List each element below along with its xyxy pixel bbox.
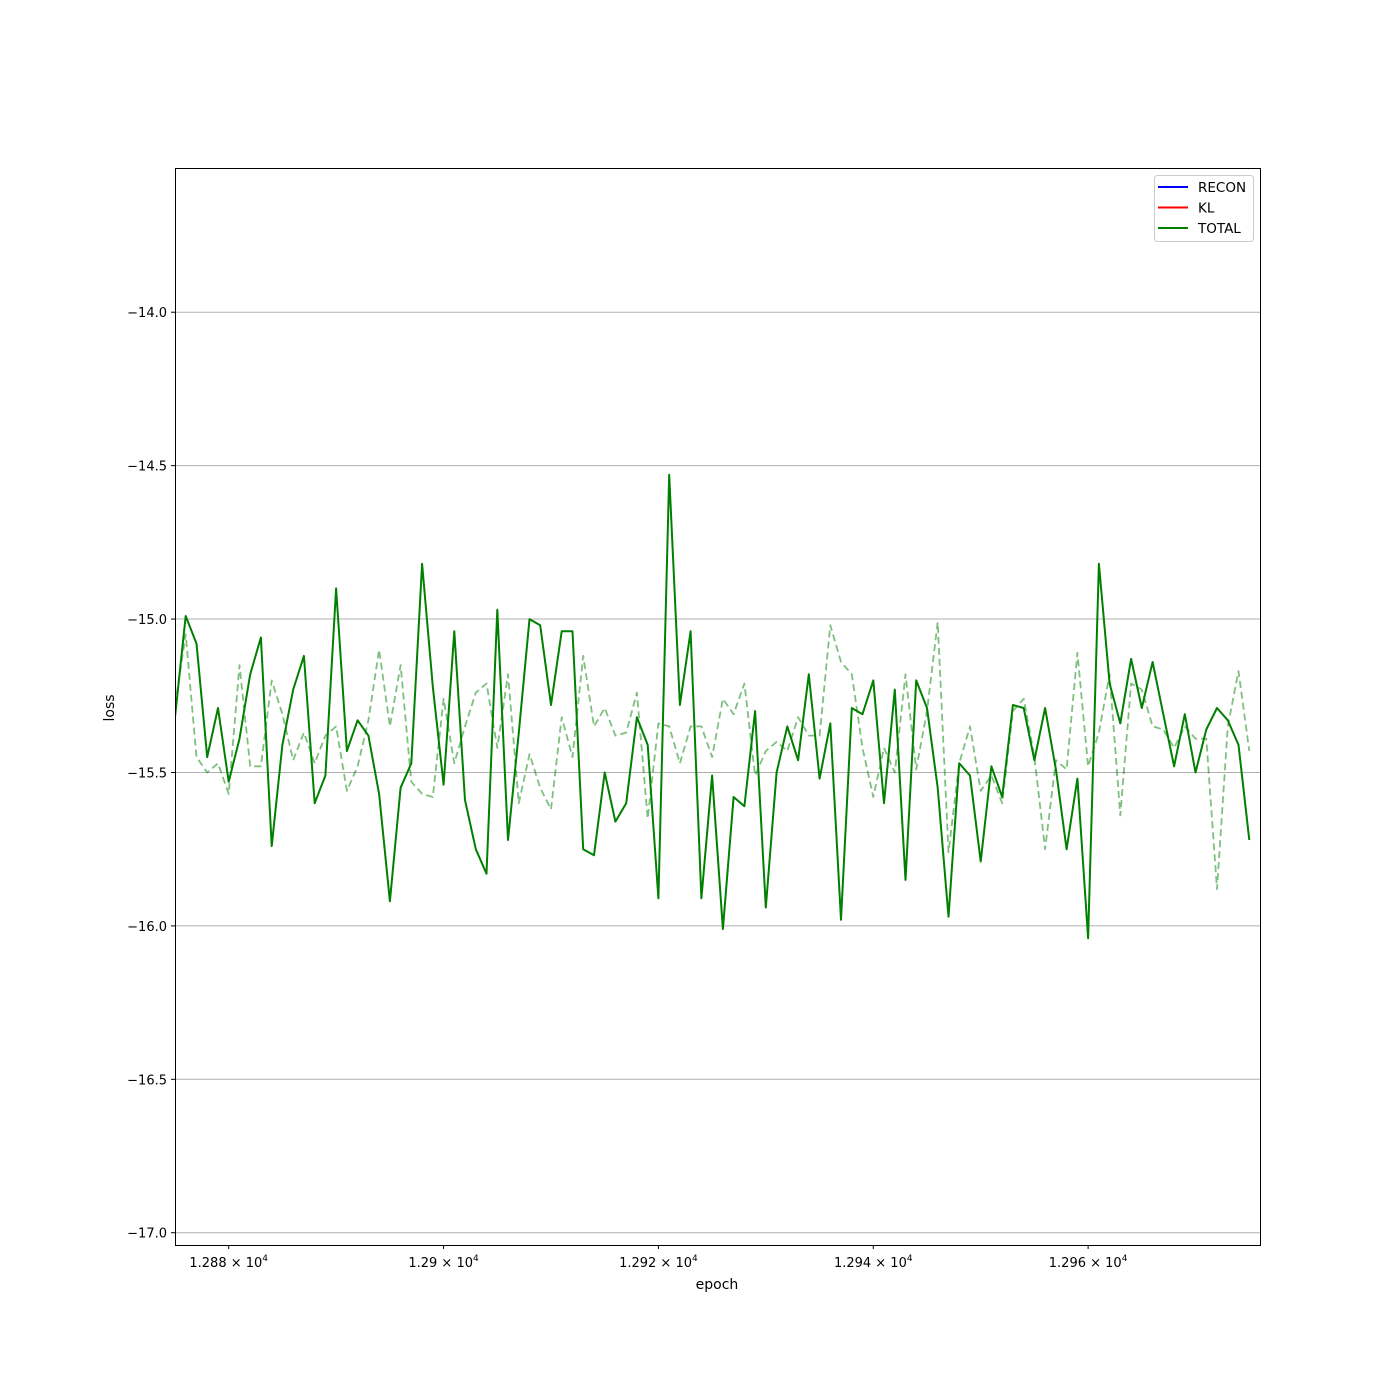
y-tick-label: −15.5 [127,766,167,781]
y-tick-label: −14.0 [127,306,167,321]
x-tick-exponent: 4 [1122,1254,1128,1264]
legend-label: RECON [1198,180,1246,196]
x-tick-label: 1.294 × 104 [834,1254,913,1271]
plot-frame [175,168,1261,1246]
x-tick-label: 1.292 × 104 [619,1254,698,1271]
x-tick-base: 1.288 × 10 [189,1256,262,1271]
legend-box [1154,175,1254,242]
x-tick-exponent: 4 [473,1254,479,1264]
x-axis-label: epoch [696,1277,739,1293]
x-tick-exponent: 4 [907,1254,913,1264]
x-tick-label: 1.288 × 104 [189,1254,268,1271]
y-tick-label: −17.0 [127,1227,167,1242]
series-lines [175,473,1251,940]
x-tick-label: 1.296 × 104 [1049,1254,1128,1271]
x-tick-label: 1.29 × 104 [408,1254,479,1271]
y-tick-label: −16.0 [127,920,167,935]
x-tick-exponent: 4 [692,1254,698,1264]
x-tick-exponent: 4 [262,1254,268,1264]
x-tick-base: 1.292 × 10 [619,1256,692,1271]
y-tick-label: −15.0 [127,613,167,628]
x-tick-base: 1.294 × 10 [834,1256,907,1271]
y-axis-ticks: −14.0 −14.5 −15.0 −15.5 −16.0 −16.5 −17.0 [127,306,175,1242]
y-axis-label: loss [102,694,118,721]
x-tick-base: 1.296 × 10 [1049,1256,1122,1271]
series-line-total [175,473,1251,940]
legend-label: KL [1198,201,1215,217]
y-tick-label: −16.5 [127,1073,167,1088]
x-tick-base: 1.29 × 10 [408,1256,473,1271]
legend: RECON KL TOTAL [1154,175,1254,242]
y-tick-label: −14.5 [127,460,167,475]
series-line-dashed [175,621,1251,890]
legend-label: TOTAL [1197,221,1241,237]
x-axis-ticks: 1.288 × 104 1.29 × 104 1.292 × 104 1.294 × … [189,1245,1128,1271]
